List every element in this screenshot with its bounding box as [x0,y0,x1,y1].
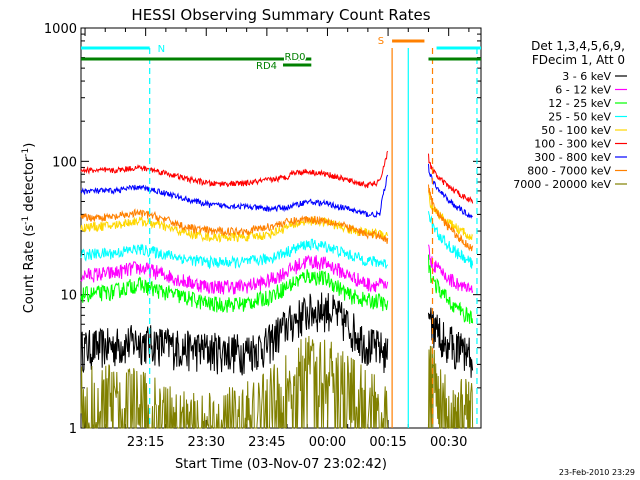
x-tick-label: 23:45 [248,435,285,450]
x-tick-label: 23:15 [127,435,164,450]
series-25-50-kev [80,238,389,270]
footer-date: 23-Feb-2010 23:29 [559,468,635,477]
night-label: N [158,44,165,55]
legend-label: 800 - 7000 keV [527,165,611,178]
legend: Det 1,3,4,5,6,9, FDecim 1, Att 0 3 - 6 k… [513,39,627,191]
x-tick-label: 23:30 [188,435,225,450]
series-300-800-kev [80,174,389,218]
legend-label: 3 - 6 keV [562,70,611,83]
series-line [80,269,389,313]
y-tick-label: 1 [69,422,77,437]
series-line [80,215,389,243]
series-6-12-kev [80,254,389,295]
series-line [80,335,389,430]
y-axis-label-end: ) [22,143,37,148]
y-axis-label: Count Rate (s-1 detector-1) [21,143,37,314]
y-tick-label: 100 [52,155,77,170]
y-axis-label-sup2: -1 [21,148,31,157]
series-after-gap-line [428,153,474,204]
series-after-gap-line [428,184,474,252]
series-after-gap-line [428,211,474,269]
series-12-25-kev [80,269,389,313]
y-axis-label-mid: detector [22,156,37,216]
series-line [80,254,389,295]
plot-area: 1 10 100 1000 23:15 23:30 23:45 00:00 00:15 00:30… [44,22,482,450]
x-tick-label: 00:15 [369,435,406,450]
series-7000-20000-kev [80,335,389,430]
legend-label: 100 - 300 keV [534,138,611,151]
x-tick-label: 00:00 [309,435,346,450]
legend-header-line-1: Det 1,3,4,5,6,9, [531,39,625,53]
legend-label: 7000 - 20000 keV [513,178,611,191]
plot-frame [80,27,482,429]
series-after-gap-line [428,190,473,241]
series-line [80,150,389,189]
saa-label: S [378,36,384,47]
series-after-gap-line [428,345,474,429]
legend-label: 6 - 12 keV [555,84,611,97]
x-axis-label: Start Time (03-Nov-07 23:02:42) [175,457,387,472]
legend-label: 25 - 50 keV [548,111,611,124]
legend-label: 50 - 100 keV [541,124,611,137]
legend-label: 12 - 25 keV [548,97,611,110]
series-after-gap-line [428,244,474,294]
y-axis-label-main: Count Rate (s [22,225,37,314]
series-3-6-kev [80,292,389,376]
series-line [80,174,389,218]
series-after-gap-line [428,254,474,324]
series-100-300-kev [80,150,389,189]
rd4-label: RD4 [256,61,277,72]
series-line [80,208,389,244]
rd0-label: RD0 [284,52,305,63]
y-axis-label-sup1: -1 [21,216,31,225]
series-50-100-kev [80,215,389,243]
legend-header-line-2: FDecim 1, Att 0 [532,53,625,67]
y-tick-label: 10 [60,289,77,304]
series-line [80,292,389,376]
series-line [80,238,389,270]
x-tick-label: 00:30 [430,435,467,450]
legend-label: 300 - 800 keV [534,151,611,164]
y-tick-label: 1000 [44,22,77,37]
series-after-gap-line [428,307,474,378]
series-800-7000-kev [80,208,389,244]
series-after-gap-line [428,163,473,219]
chart-title: HESSI Observing Summary Count Rates [131,6,430,24]
